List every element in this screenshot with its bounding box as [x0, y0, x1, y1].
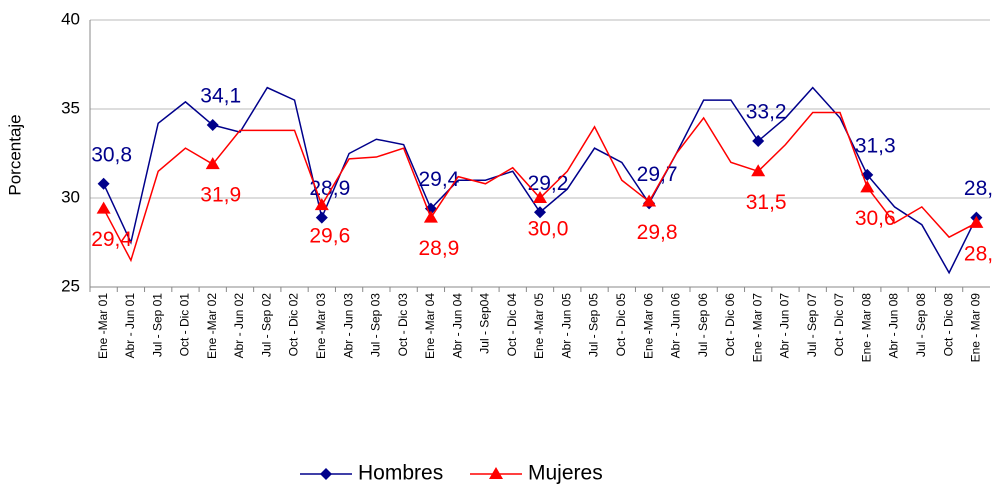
x-tick-label: Oct - Dic 06: [723, 293, 737, 357]
x-tick-label: Oct - Dic 02: [287, 293, 301, 357]
x-tick-label: Abr - Jun 03: [341, 293, 355, 359]
data-label: 28,9: [964, 177, 994, 200]
marker: [314, 198, 329, 211]
x-tick-label: Jul - Sep 02: [259, 293, 273, 357]
marker: [533, 191, 547, 203]
x-tick-label: Jul - Sep 06: [696, 293, 710, 357]
x-tick-label: Abr - Jun 04: [450, 293, 464, 359]
data-label: 33,2: [746, 101, 787, 124]
x-tick-label: Ene -Mar 01: [96, 293, 110, 359]
data-label: 28,6: [964, 242, 994, 265]
marker: [96, 201, 111, 214]
x-tick-label: Ene -Mar 06: [641, 293, 655, 359]
x-tick-label: Oct - Dic 05: [614, 293, 628, 357]
x-tick-label: Jul - Sep 05: [587, 293, 601, 357]
marker: [534, 206, 546, 219]
x-tick-label: Jul - Sep04: [478, 293, 492, 354]
x-tick-label: Oct - Dic 08: [941, 293, 955, 357]
marker: [969, 215, 984, 228]
x-tick-label: Oct - Dic 01: [178, 293, 192, 357]
data-label: 34,1: [200, 85, 241, 108]
marker: [206, 119, 219, 132]
y-tick-label: 35: [61, 98, 80, 117]
x-tick-label: Jul - Sep 01: [150, 293, 164, 357]
y-axis-label: Porcentaje: [5, 114, 24, 195]
marker: [751, 164, 766, 177]
data-label: 29,4: [91, 228, 132, 251]
data-label: 30,0: [528, 218, 569, 241]
x-tick-label: Oct - Dic 03: [396, 293, 410, 357]
data-label: 28,9: [418, 237, 459, 260]
y-tick-label: 25: [61, 276, 80, 295]
legend-label: Hombres: [358, 462, 443, 485]
marker: [860, 180, 875, 193]
x-tick-label: Ene -Mar 02: [205, 293, 219, 359]
data-label: 29,2: [528, 172, 569, 195]
legend-marker: [320, 468, 332, 480]
x-tick-label: Ene - Mar 07: [750, 293, 764, 363]
x-tick-label: Jul - Sep 03: [369, 293, 383, 357]
x-tick-label: Abr - Jun 05: [559, 293, 573, 359]
x-tick-label: Jul - Sep 07: [805, 293, 819, 357]
data-label: 28,9: [309, 177, 350, 200]
x-tick-label: Oct - Dic 07: [832, 293, 846, 357]
x-tick-label: Ene -Mar 04: [423, 293, 437, 359]
x-tick-label: Oct - Dic 04: [505, 293, 519, 357]
x-tick-label: Abr - Jun 01: [123, 293, 137, 359]
marker: [97, 177, 110, 190]
data-label: 29,6: [309, 225, 350, 248]
data-label: 31,3: [855, 134, 896, 157]
x-tick-label: Abr - Jun 07: [778, 293, 792, 359]
x-tick-label: Abr - Jun 08: [887, 293, 901, 359]
data-label: 31,9: [200, 184, 241, 207]
x-tick-label: Ene -Mar 05: [532, 293, 546, 359]
marker: [752, 135, 765, 148]
x-tick-label: Jul - Sep 08: [914, 293, 928, 357]
marker: [423, 210, 438, 223]
data-label: 31,5: [746, 191, 787, 214]
y-tick-label: 40: [61, 9, 80, 28]
legend-label: Mujeres: [528, 462, 603, 485]
x-tick-label: Ene -Mar 03: [314, 293, 328, 359]
data-label: 29,4: [418, 168, 459, 191]
data-label: 30,8: [91, 143, 132, 166]
data-label: 29,7: [637, 163, 678, 186]
x-tick-label: Ene - Mar 09: [969, 293, 983, 363]
marker: [642, 194, 657, 207]
y-tick-label: 30: [61, 187, 80, 206]
legend-marker: [489, 467, 503, 479]
marker: [315, 211, 328, 224]
x-tick-label: Ene - Mar 08: [859, 293, 873, 363]
marker: [205, 157, 220, 170]
data-label: 29,8: [637, 221, 678, 244]
x-tick-label: Abr - Jun 02: [232, 293, 246, 359]
data-label: 30,6: [855, 207, 896, 230]
x-tick-label: Abr - Jun 06: [669, 293, 683, 359]
